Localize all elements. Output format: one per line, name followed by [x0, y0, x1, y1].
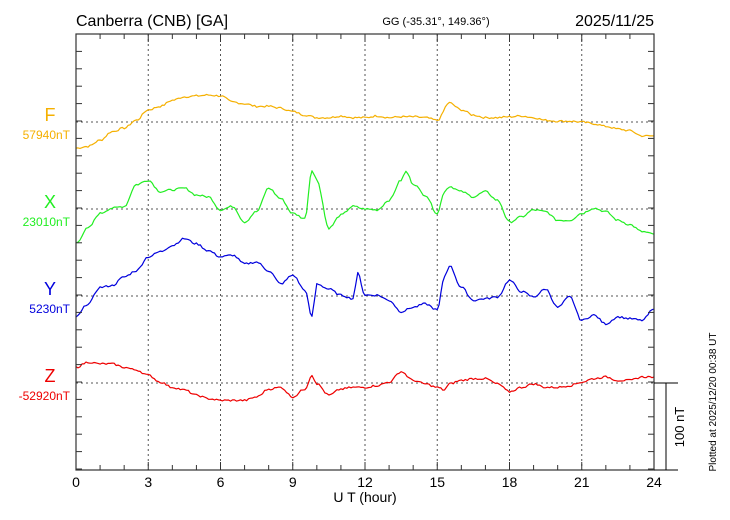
series-baseline-z: -52920nT: [19, 389, 71, 403]
series-baseline-f: 57940nT: [23, 128, 71, 142]
grid: [76, 34, 654, 470]
series-line-x: [75, 170, 655, 244]
series-baseline-y: 5230nT: [29, 302, 70, 316]
x-tick-label: 12: [357, 474, 373, 490]
chart-date: 2025/11/25: [575, 13, 654, 30]
plotted-at-footer: Plotted at 2025/12/20 00:38 UT: [708, 333, 719, 472]
x-tick-label: 0: [72, 474, 80, 490]
x-tick-label: 9: [289, 474, 297, 490]
series-line-z: [75, 361, 655, 402]
scale-bar-label: 100 nT: [672, 407, 687, 448]
series-group: [75, 93, 655, 402]
series-line-f: [75, 93, 654, 149]
x-axis-label: U T (hour): [333, 489, 396, 505]
series-name-z: Z: [45, 366, 56, 386]
x-tick-label: 15: [429, 474, 445, 490]
series-baseline-x: 23010nT: [23, 215, 71, 229]
series-name-f: F: [45, 105, 56, 125]
x-tick-label: 18: [502, 474, 518, 490]
x-tick-label: 6: [217, 474, 225, 490]
x-tick-label: 3: [144, 474, 152, 490]
chart-title: Canberra (CNB) [GA]: [76, 13, 228, 30]
chart-subtitle: GG (-35.31°, 149.36°): [382, 16, 489, 28]
x-tick-label: 21: [574, 474, 590, 490]
series-line-y: [75, 237, 655, 326]
x-tick-label: 24: [646, 474, 662, 490]
series-name-x: X: [44, 192, 56, 212]
series-name-y: Y: [44, 279, 56, 299]
axes: 0 3 6 9 12 15 18 21 24 F 57940nT X 23010nT Y 5230nT Z -5…: [19, 33, 678, 490]
